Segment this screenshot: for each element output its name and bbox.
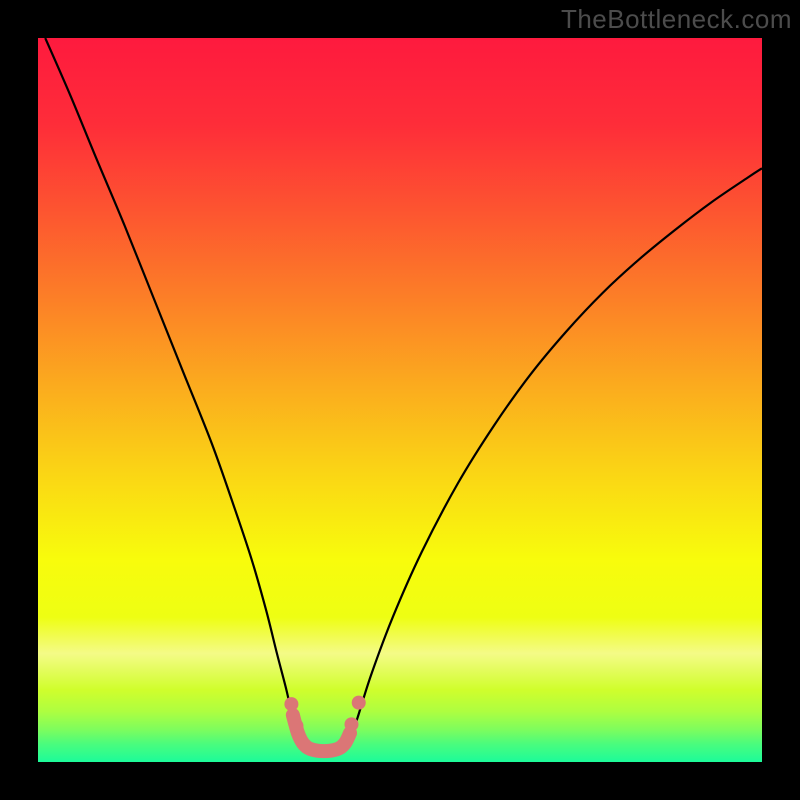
marker-dot <box>344 717 358 731</box>
chart-container: TheBottleneck.com <box>0 0 800 800</box>
marker-dot <box>352 696 366 710</box>
marker-dot <box>289 719 303 733</box>
watermark-text: TheBottleneck.com <box>561 4 792 35</box>
marker-dot <box>284 697 298 711</box>
bottleneck-curve-chart <box>0 0 800 800</box>
plot-gradient-background <box>38 38 762 762</box>
